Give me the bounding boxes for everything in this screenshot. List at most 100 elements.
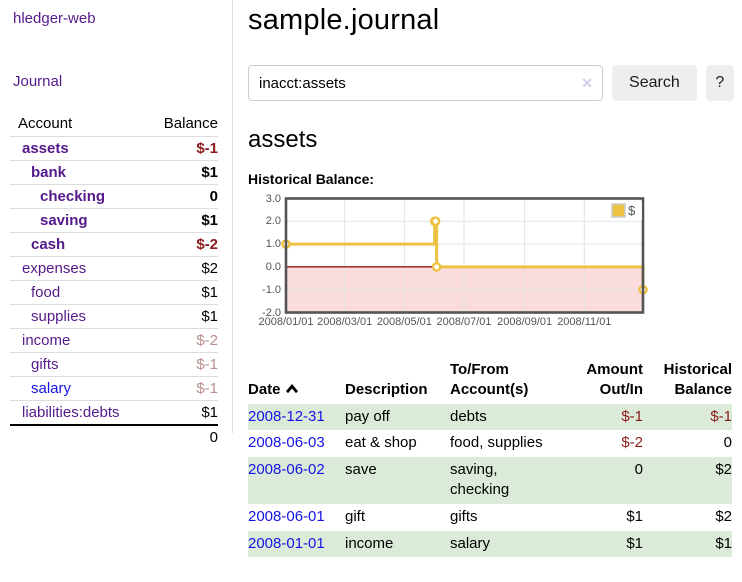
- transaction-balance: 0: [723, 434, 732, 452]
- chart-title: Historical Balance:: [248, 171, 375, 187]
- svg-text:$: $: [628, 203, 636, 218]
- historical-balance-chart[interactable]: $3.0 2.0 1.0 0.0 -1.0 -2.0 2008/01/01 2008/03/0…: [248, 193, 648, 329]
- account-balance: $-1: [196, 380, 218, 397]
- account-balance: $1: [201, 308, 218, 325]
- transaction-amount: $-2: [621, 434, 643, 452]
- clear-search-icon[interactable]: ✕: [581, 75, 594, 91]
- transaction-amount: $1: [626, 534, 643, 552]
- account-link[interactable]: expenses: [22, 260, 87, 277]
- search-input-wrap: ✕: [248, 65, 604, 101]
- y-axis-tick-label: -1.0: [262, 283, 281, 296]
- account-row: supplies $1: [10, 304, 218, 329]
- account-balance: $1: [201, 164, 218, 181]
- transaction-balance: $2: [715, 507, 732, 525]
- accounts-header-balance: Balance: [163, 115, 218, 132]
- transaction-description: gift: [345, 507, 366, 525]
- account-link[interactable]: saving: [40, 212, 88, 229]
- transaction-balance: $2: [715, 461, 732, 479]
- account-balance: $-2: [196, 332, 218, 349]
- app-title-link[interactable]: hledger-web: [13, 10, 96, 27]
- search-input[interactable]: [248, 65, 604, 101]
- account-row: saving $1: [10, 208, 218, 233]
- accounts-total-value: 0: [209, 429, 218, 446]
- column-header-description: Description: [345, 380, 428, 398]
- account-link[interactable]: supplies: [31, 308, 87, 325]
- transaction-row: 2008-06-01 gift gifts $1 $2: [248, 504, 732, 531]
- y-axis-tick-label: 3.0: [265, 192, 281, 205]
- account-link[interactable]: checking: [40, 188, 106, 205]
- search-form: ✕ Search ?: [248, 65, 734, 101]
- account-balance: 0: [209, 188, 218, 205]
- x-axis-tick-label: 2008/11/01: [557, 316, 612, 328]
- y-axis-tick-label: 1.0: [265, 238, 281, 251]
- help-button[interactable]: ?: [705, 65, 734, 101]
- transaction-description: pay off: [345, 407, 390, 425]
- column-header-balance: Historical Balance: [663, 361, 732, 398]
- account-link[interactable]: cash: [31, 236, 66, 253]
- search-button[interactable]: Search: [612, 65, 697, 101]
- chart-canvas[interactable]: $: [248, 197, 648, 316]
- account-balance: $1: [201, 212, 218, 229]
- page-title: sample.journal: [248, 4, 440, 36]
- account-row: income $-2: [10, 328, 218, 353]
- account-link[interactable]: assets: [22, 140, 69, 157]
- column-header-date[interactable]: Date: [248, 358, 345, 404]
- main-content: sample.journal ✕ Search ? assets Histori…: [248, 0, 734, 558]
- transaction-date-link[interactable]: 2008-06-01: [248, 507, 325, 525]
- account-link[interactable]: gifts: [31, 356, 59, 373]
- x-axis-tick-label: 2008/01/01: [258, 316, 314, 328]
- account-balance: $1: [201, 404, 218, 421]
- transaction-row: 2008-06-03 eat & shop food, supplies $-2 0: [248, 430, 732, 457]
- account-link[interactable]: food: [31, 284, 61, 301]
- transactions-table: Date Description To/From Account(s) Amou…: [248, 358, 732, 558]
- account-row: checking 0: [10, 184, 218, 209]
- transaction-row: 2008-12-31 pay off debts $-1 $-1: [248, 403, 732, 431]
- transaction-row: 2008-01-01 income salary $1 $1: [248, 530, 732, 558]
- chart-legend: $: [609, 202, 642, 221]
- account-link[interactable]: salary: [31, 380, 72, 397]
- x-axis-tick-label: 2008/05/01: [376, 316, 432, 328]
- account-link[interactable]: liabilities:debts: [22, 404, 120, 421]
- transaction-balance: $1: [715, 534, 732, 552]
- accounts-header-account: Account: [18, 115, 73, 132]
- column-header-date-label: Date: [248, 380, 281, 398]
- account-balance: $-2: [196, 236, 218, 253]
- accounts-table: Account Balance assets $-1 bank $1 checking 0…: [10, 112, 218, 449]
- column-header-accounts: To/From Account(s): [450, 361, 529, 398]
- transaction-date-link[interactable]: 2008-06-03: [248, 434, 325, 452]
- transaction-date-link[interactable]: 2008-01-01: [248, 534, 325, 552]
- account-row: assets $-1: [10, 136, 218, 161]
- account-row: food $1: [10, 280, 218, 305]
- transaction-accounts: saving, checking: [450, 461, 510, 498]
- transaction-amount: 0: [634, 461, 643, 479]
- transaction-accounts: food, supplies: [450, 434, 543, 452]
- transaction-amount: $1: [626, 507, 643, 525]
- legend-swatch: [611, 203, 626, 218]
- transaction-date-link[interactable]: 2008-12-31: [248, 407, 325, 425]
- y-axis-tick-label: 2.0: [265, 215, 281, 228]
- accounts-total-row: 0: [10, 425, 218, 449]
- transaction-accounts: debts: [450, 407, 487, 425]
- account-row: cash $-2: [10, 232, 218, 257]
- account-row: liabilities:debts $1: [10, 400, 218, 426]
- transaction-balance: $-1: [710, 407, 732, 425]
- sidebar-item-journal[interactable]: Journal: [13, 73, 63, 90]
- sidebar: hledger-web Journal Account Balance asse…: [0, 0, 233, 446]
- account-link[interactable]: income: [22, 332, 71, 349]
- transaction-description: eat & shop: [345, 434, 417, 452]
- transaction-description: save: [345, 461, 377, 479]
- accounts-total-spacer: [10, 425, 149, 449]
- account-balance: $-1: [196, 356, 218, 373]
- account-balance: $2: [201, 260, 218, 277]
- transaction-date-link[interactable]: 2008-06-02: [248, 461, 325, 479]
- x-axis-tick-label: 2008/09/01: [497, 316, 553, 328]
- transactions-header-row: Date Description To/From Account(s) Amou…: [248, 358, 732, 404]
- account-link[interactable]: bank: [31, 164, 67, 181]
- account-row: gifts $-1: [10, 352, 218, 377]
- x-axis-tick-label: 2008/07/01: [436, 316, 492, 328]
- y-axis-tick-label: -2.0: [262, 306, 281, 319]
- transaction-accounts: salary: [450, 534, 491, 552]
- transaction-row: 2008-06-02 save saving, checking 0 $2: [248, 457, 732, 504]
- account-balance: $-1: [196, 140, 218, 157]
- transaction-description: income: [345, 534, 394, 552]
